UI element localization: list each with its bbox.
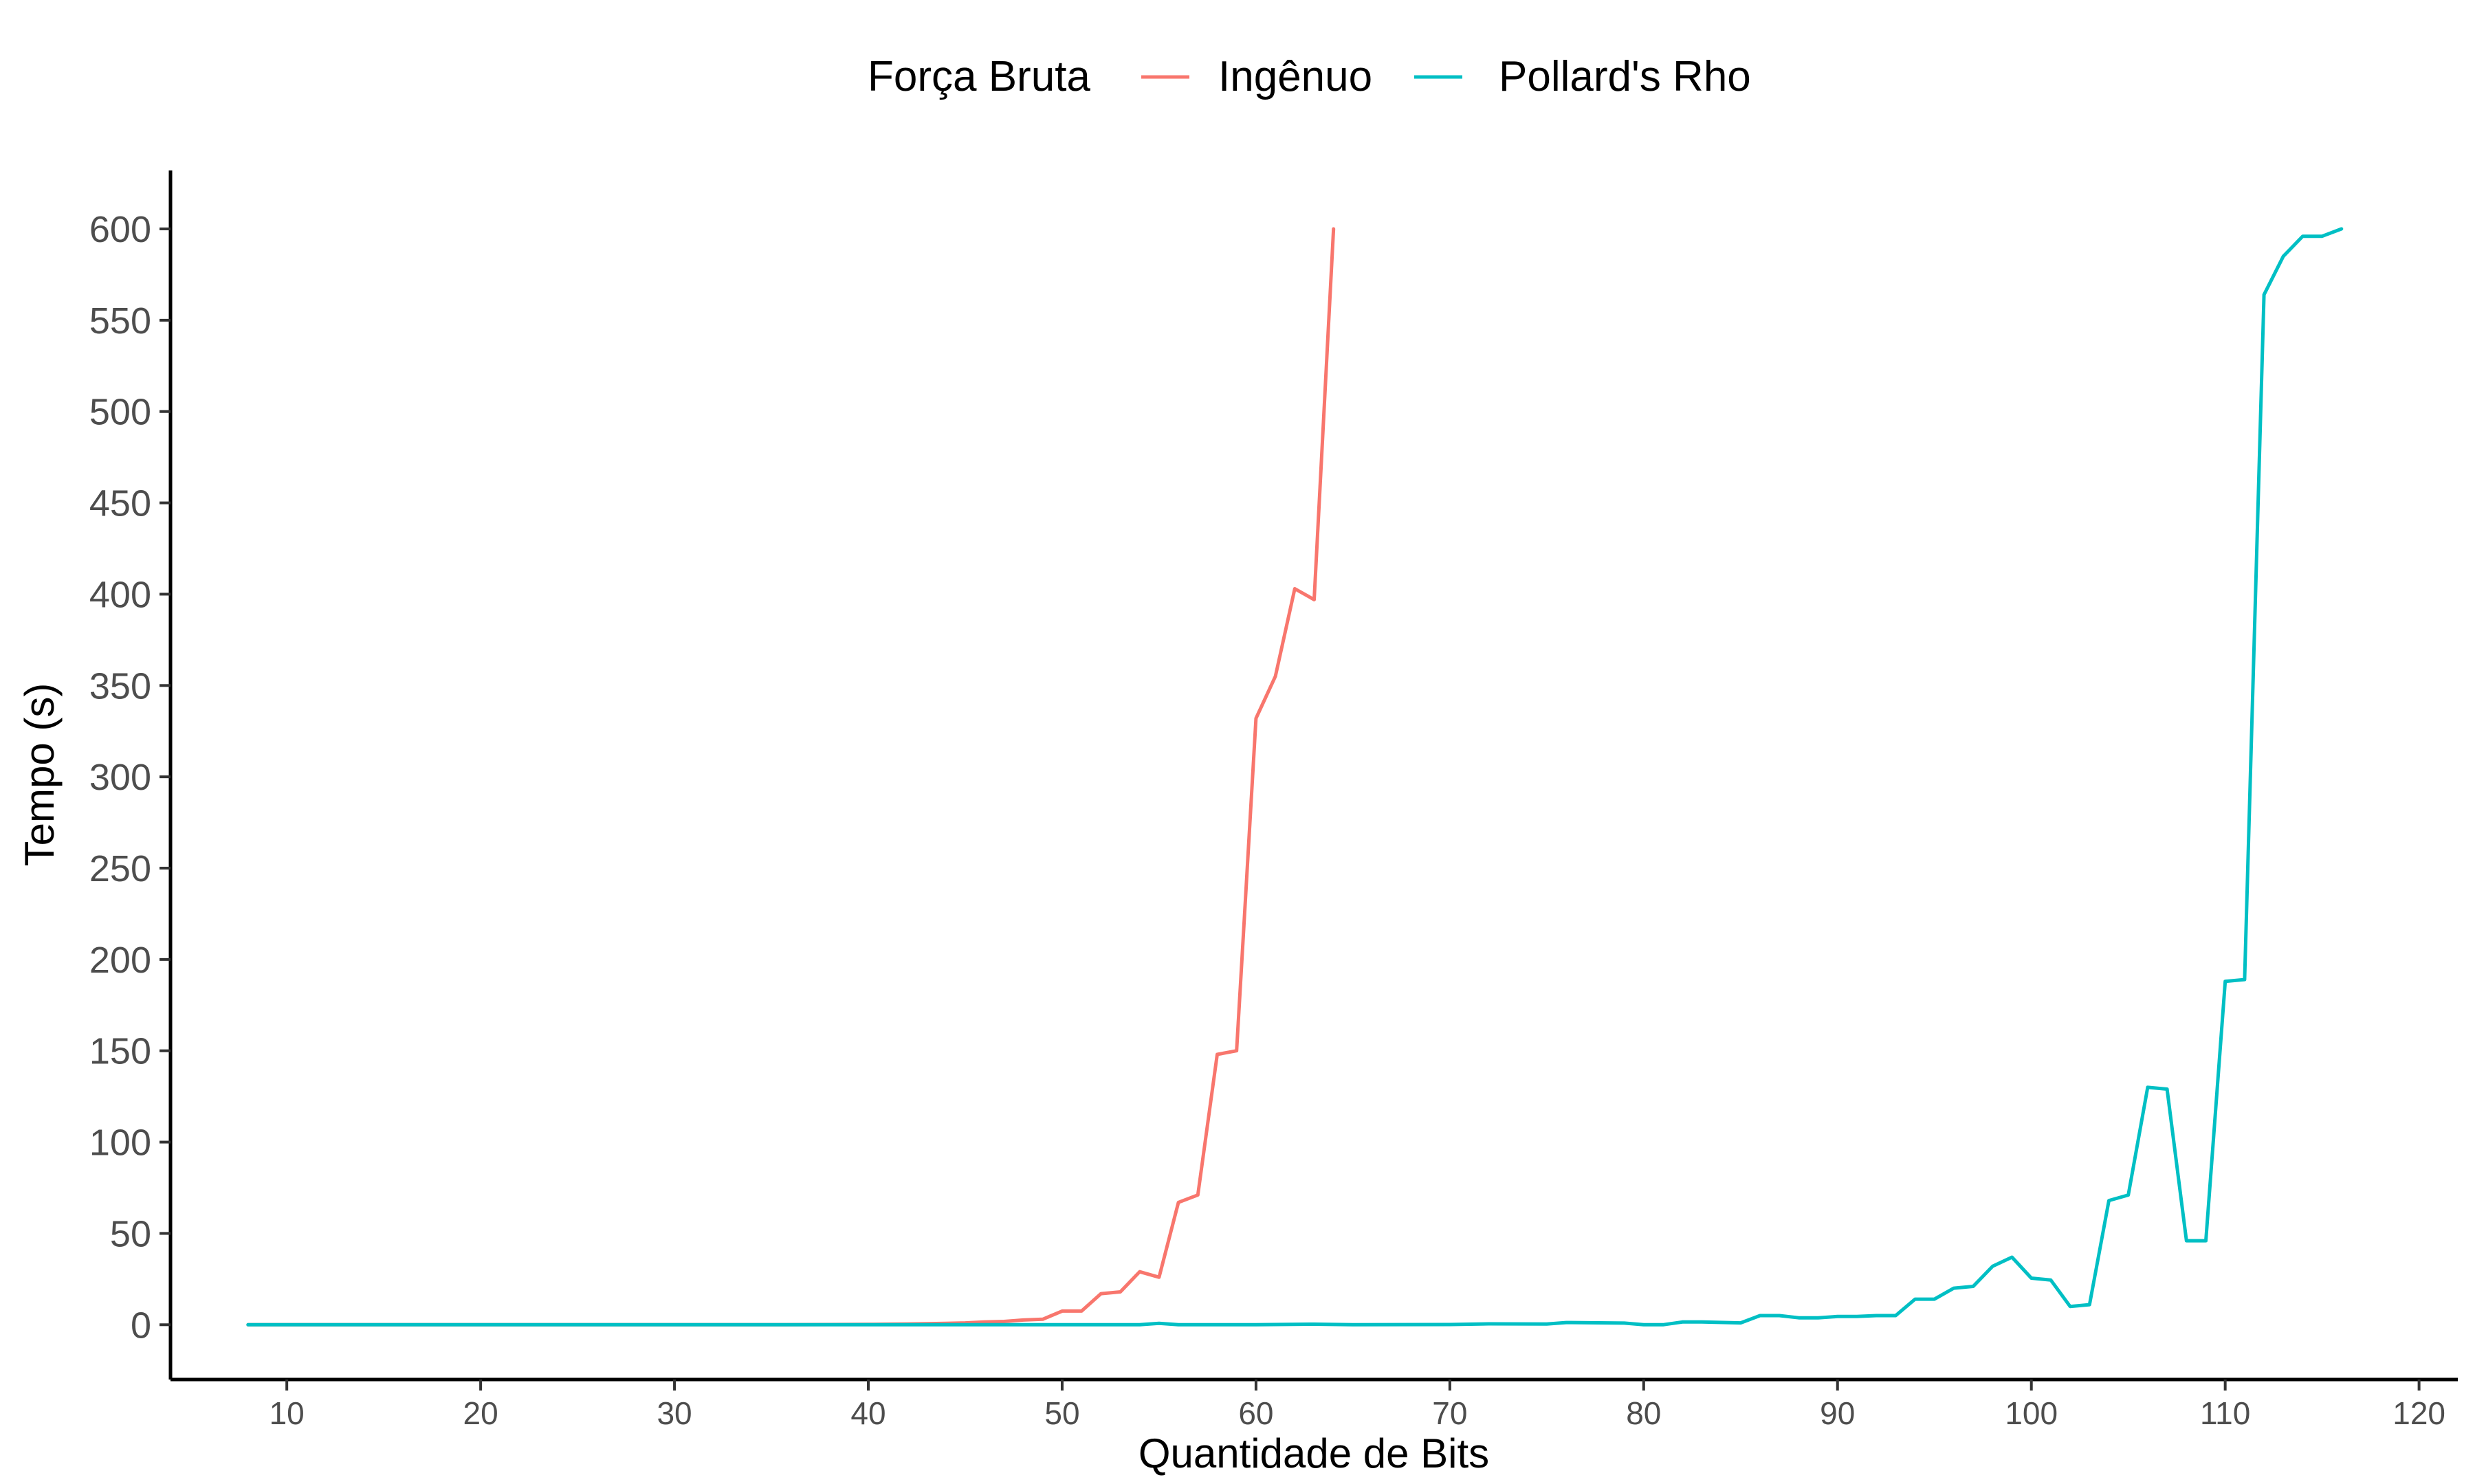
x-tick-label-20: 20 xyxy=(463,1395,498,1431)
x-axis-title: Quantidade de Bits xyxy=(1138,1430,1489,1476)
legend: Força Bruta Ingênuo Pollard's Rho xyxy=(868,53,1751,100)
y-tick-label-600: 600 xyxy=(89,209,151,250)
series-line-pollard-s-rho xyxy=(246,227,2344,1327)
y-tick-label-0: 0 xyxy=(131,1305,151,1346)
y-axis-title: Tempo (s) xyxy=(16,683,63,867)
x-tick-label-120: 120 xyxy=(2392,1395,2445,1431)
y-tick-label-300: 300 xyxy=(89,757,151,798)
plot-lines xyxy=(246,227,2344,1327)
y-tick-label-450: 450 xyxy=(89,483,151,524)
x-tick-label-40: 40 xyxy=(850,1395,886,1431)
legend-title: Força Bruta xyxy=(868,53,1090,100)
y-tick-label-550: 550 xyxy=(89,300,151,342)
y-tick-label-250: 250 xyxy=(89,848,151,889)
x-tick-label-30: 30 xyxy=(657,1395,692,1431)
y-ticks: 0 50 100 150 200 250 300 350 400 450 500 550 600 xyxy=(89,209,170,1346)
x-tick-label-100: 100 xyxy=(2005,1395,2058,1431)
x-tick-label-80: 80 xyxy=(1626,1395,1661,1431)
legend-label-pollard-s-rho: Pollard's Rho xyxy=(1499,53,1751,100)
y-tick-label-50: 50 xyxy=(110,1213,151,1254)
x-tick-label-60: 60 xyxy=(1238,1395,1273,1431)
y-tick-label-500: 500 xyxy=(89,392,151,433)
y-tick-label-150: 150 xyxy=(89,1031,151,1072)
legend-label-ing-nuo: Ingênuo xyxy=(1218,53,1372,100)
x-tick-label-110: 110 xyxy=(2200,1395,2250,1431)
x-tick-label-50: 50 xyxy=(1044,1395,1079,1431)
x-tick-label-10: 10 xyxy=(270,1395,305,1431)
y-tick-label-100: 100 xyxy=(89,1122,151,1164)
series-line-ing-nuo xyxy=(246,227,1336,1327)
x-ticks: 10 20 30 40 50 60 70 80 90 100 110 120 xyxy=(270,1380,2445,1431)
x-tick-label-70: 70 xyxy=(1432,1395,1467,1431)
y-tick-label-200: 200 xyxy=(89,940,151,981)
x-tick-label-90: 90 xyxy=(1820,1395,1855,1431)
y-tick-label-400: 400 xyxy=(89,574,151,615)
axes xyxy=(168,170,2458,1382)
y-tick-label-350: 350 xyxy=(89,665,151,707)
